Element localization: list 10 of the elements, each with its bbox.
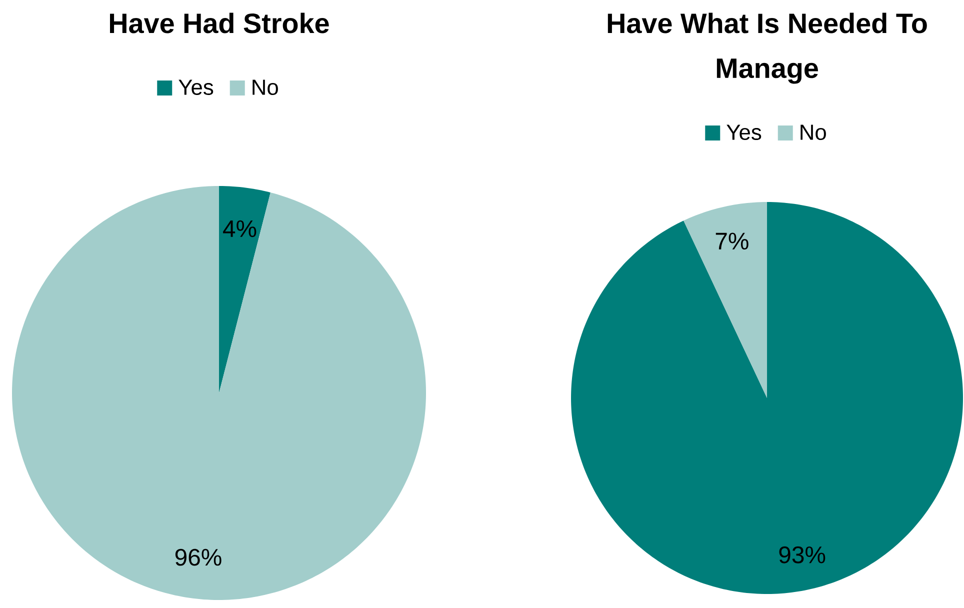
legend-label: No xyxy=(800,124,826,140)
chart-title: Have What Is Needed To Manage xyxy=(608,12,927,84)
chart-title: Have Had Stroke xyxy=(110,12,329,34)
data-label: 4% xyxy=(223,220,256,238)
legend-label: Yes xyxy=(178,80,214,96)
data-label: 93% xyxy=(779,546,826,564)
data-label: 96% xyxy=(175,548,222,566)
legend-label: No xyxy=(252,80,278,96)
legend-label: Yes xyxy=(726,124,762,140)
data-label: 7% xyxy=(716,232,748,250)
